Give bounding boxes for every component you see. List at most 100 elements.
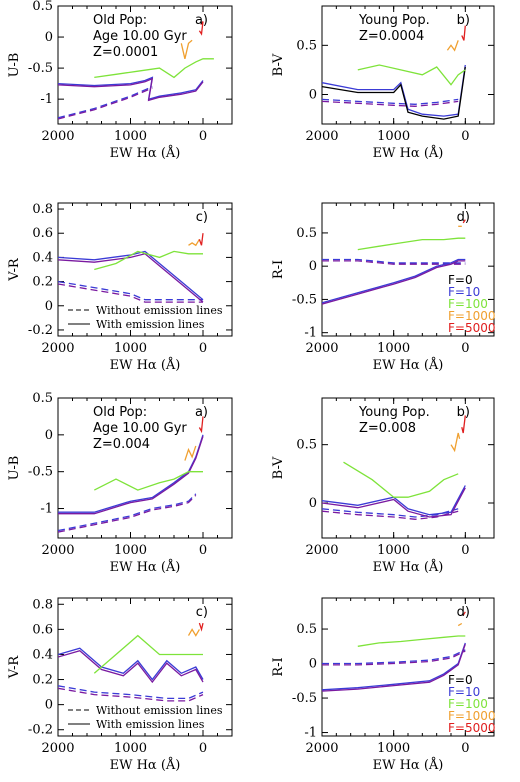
series-line-orange-solid <box>188 238 200 247</box>
series-line-blue-solid <box>58 250 204 301</box>
series-line-violet-solid <box>58 649 204 684</box>
y-tick-label: -1 <box>40 502 53 517</box>
f-legend-entry: F=1000 <box>448 309 496 323</box>
f-legend-entry: F=100 <box>448 297 488 311</box>
series-group <box>322 25 466 120</box>
series-line-orange-solid <box>450 432 461 453</box>
f-legend-entry: F=100 <box>448 697 488 711</box>
x-tick-label: 0 <box>199 341 207 356</box>
x-tick-label: 0 <box>199 543 207 558</box>
y-tick-label: -0.2 <box>28 323 53 338</box>
legend-solid-label: With emission lines <box>96 318 205 331</box>
panel-label: d) <box>457 210 470 225</box>
series-group <box>322 415 466 520</box>
series-line-blue-solid <box>58 647 204 681</box>
x-tick-label: 2000 <box>305 543 338 558</box>
panel-8: 2000 1000 0EW Hα (Å)0.50-0.5-1R-Id)F=0F=10… <box>271 597 496 773</box>
x-tick-label: 1000 <box>377 543 410 558</box>
y-tick-label: 0 <box>45 30 53 45</box>
x-tick-label: 0 <box>461 543 469 558</box>
y-tick-label: -1 <box>40 92 53 107</box>
series-line-blue-solid <box>322 642 466 691</box>
series-line-violet-solid <box>58 77 204 102</box>
series-line-blue-solid <box>322 485 466 516</box>
series-line-blue-dashed <box>58 493 197 532</box>
f-legend-entry: F=5000 <box>448 721 496 735</box>
series-line-blue-dashed <box>58 280 203 301</box>
y-axis-label: V-R <box>7 655 22 680</box>
series-line-blue-dashed <box>322 98 459 105</box>
series-line-violet-solid <box>322 643 466 692</box>
x-axis-label: EW Hα (Å) <box>110 357 181 373</box>
f-legend-entry: F=1000 <box>448 709 496 723</box>
x-tick-label: 2000 <box>41 741 74 756</box>
series-line-red-solid <box>198 233 204 246</box>
series-line-red-solid <box>461 415 466 434</box>
series-line-violet-solid <box>322 487 466 518</box>
panel-4: 2000 1000 0EW Hα (Å)0.50-0.5-1R-Id)F=0F=10… <box>271 202 496 373</box>
y-axis-label: V-R <box>7 257 22 282</box>
y-tick-label: 0.2 <box>32 275 53 290</box>
x-tick-label: 0 <box>461 129 469 144</box>
x-tick-label: 1000 <box>114 741 147 756</box>
panel-label: d) <box>457 605 470 620</box>
panel-annotation: Z=0.0004 <box>359 29 424 44</box>
x-axis-label: EW Hα (Å) <box>373 357 444 373</box>
panel-annotation: Young Pop. <box>358 13 430 28</box>
panel-annotation: Age 10.00 Gyr <box>93 29 187 44</box>
y-axis-label: B-V <box>271 53 286 76</box>
x-tick-label: 0 <box>199 129 207 144</box>
y-tick-label: 0 <box>45 698 53 713</box>
series-line-blue-solid <box>322 258 466 304</box>
f-legend-entry: F=0 <box>448 273 473 287</box>
series-line-green-solid <box>357 237 466 251</box>
series-line-orange-solid <box>457 622 463 627</box>
series-group <box>58 622 204 702</box>
x-axis-label: EW Hα (Å) <box>110 559 181 575</box>
legend-solid-label: With emission lines <box>96 718 205 731</box>
series-line-violet-dashed <box>322 100 459 107</box>
x-tick-label: 2000 <box>305 129 338 144</box>
x-tick-label: 2000 <box>41 129 74 144</box>
x-tick-label: 1000 <box>114 341 147 356</box>
x-axis-label: EW Hα (Å) <box>110 757 181 773</box>
series-line-green-solid <box>93 634 203 674</box>
series-line-blue-dashed <box>58 685 204 700</box>
y-axis-label: B-V <box>271 456 286 479</box>
series-line-blue-solid <box>58 76 204 101</box>
series-line-black-solid <box>322 66 466 120</box>
series-group <box>58 233 204 303</box>
series-line-green-solid <box>357 635 466 647</box>
series-line-violet-dashed <box>58 283 203 303</box>
series-line-orange-solid <box>180 39 193 59</box>
series-line-red-solid <box>198 622 204 632</box>
y-tick-label: 0.6 <box>32 622 53 637</box>
y-tick-label: -1 <box>304 726 317 741</box>
y-tick-label: 0.2 <box>32 673 53 688</box>
x-tick-label: 1000 <box>377 741 410 756</box>
panel-5: 2000 1000 0 EW Hα (Å) 0.5 0 -0.5 -1 U-B Old Pop:A… <box>7 391 233 575</box>
series-line-orange-solid <box>184 445 197 461</box>
y-tick-label: 0 <box>309 88 317 103</box>
y-tick-label: 0 <box>45 428 53 443</box>
series-line-violet-solid <box>58 436 204 515</box>
series-line-red-solid <box>462 611 466 616</box>
y-axis-label: R-I <box>271 260 286 279</box>
x-tick-label: 2000 <box>41 341 74 356</box>
series-line-violet-dashed <box>58 494 197 533</box>
panel-3: 2000 1000 0 EW Hα (Å) 0.8 0.6 0.4 0.2 0 -0.2 V-R c)… <box>7 202 233 373</box>
x-tick-label: 0 <box>199 741 207 756</box>
series-group <box>322 611 466 692</box>
f-legend-entry: F=5000 <box>448 321 496 335</box>
f-legend-entry: F=10 <box>448 285 480 299</box>
x-tick-label: 1000 <box>377 341 410 356</box>
panel-6: 2000 1000 0 EW Hα (Å) 0.5 0 B-V Young Pop.Z=0.0… <box>271 397 495 575</box>
series-line-violet-dashed <box>322 650 466 666</box>
series-line-blue-dashed <box>322 508 459 518</box>
series-line-violet-solid <box>322 260 466 305</box>
f-legend-entry: F=0 <box>448 673 473 687</box>
y-tick-label: 0.8 <box>32 597 53 612</box>
series-line-green-solid <box>357 64 466 86</box>
x-tick-label: 2000 <box>305 341 338 356</box>
